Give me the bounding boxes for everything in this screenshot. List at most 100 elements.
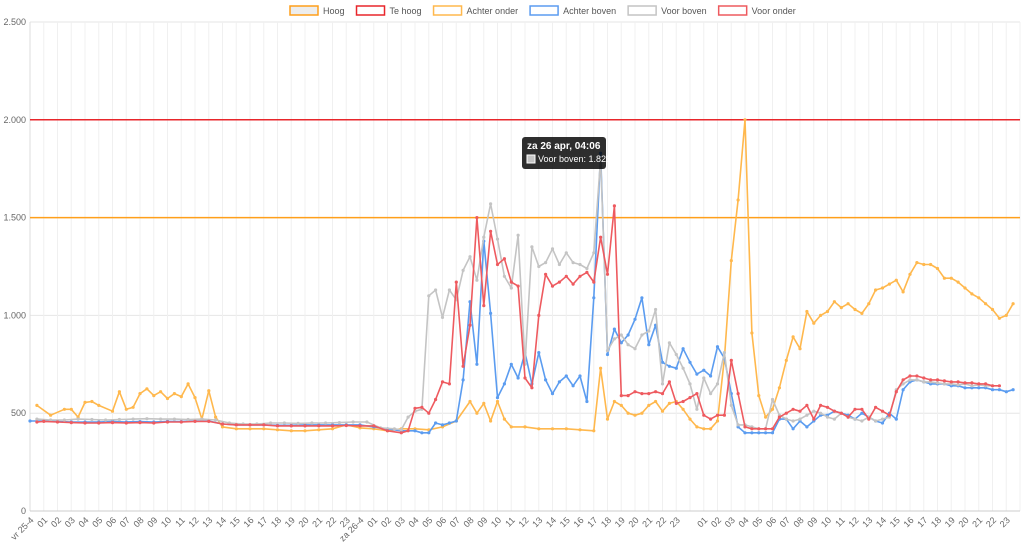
data-point-achter-onder[interactable] bbox=[990, 307, 995, 312]
data-point-voor-onder[interactable] bbox=[757, 427, 761, 431]
data-point-achter-boven[interactable] bbox=[475, 362, 479, 366]
data-point-achter-onder[interactable] bbox=[550, 427, 555, 431]
data-point-voor-onder[interactable] bbox=[922, 376, 926, 380]
data-point-achter-onder[interactable] bbox=[887, 282, 892, 286]
data-point-achter-onder[interactable] bbox=[633, 413, 637, 417]
data-point-achter-onder[interactable] bbox=[523, 425, 527, 429]
data-point-voor-onder[interactable] bbox=[399, 431, 403, 435]
data-point-voor-onder[interactable] bbox=[427, 411, 431, 415]
data-point-achter-boven[interactable] bbox=[963, 386, 967, 390]
data-point-achter-onder[interactable] bbox=[186, 382, 190, 386]
data-point-voor-boven[interactable] bbox=[791, 419, 795, 423]
data-point-achter-boven[interactable] bbox=[715, 345, 720, 349]
data-point-achter-onder[interactable] bbox=[805, 309, 809, 314]
data-point-voor-onder[interactable] bbox=[709, 417, 713, 421]
data-point-voor-boven[interactable] bbox=[819, 411, 823, 415]
data-point-achter-onder[interactable] bbox=[207, 389, 211, 393]
data-point-achter-boven[interactable] bbox=[743, 431, 747, 435]
data-point-achter-boven[interactable] bbox=[681, 347, 685, 351]
data-point-achter-onder[interactable] bbox=[660, 409, 665, 413]
data-point-voor-boven[interactable] bbox=[365, 420, 369, 424]
data-point-voor-onder[interactable] bbox=[764, 427, 768, 431]
data-point-voor-boven[interactable] bbox=[214, 418, 218, 422]
data-point-voor-onder[interactable] bbox=[440, 380, 445, 384]
data-point-voor-onder[interactable] bbox=[55, 420, 60, 424]
data-point-achter-boven[interactable] bbox=[757, 431, 761, 435]
data-point-achter-onder[interactable] bbox=[152, 394, 156, 398]
data-point-achter-boven[interactable] bbox=[564, 374, 568, 378]
data-point-achter-boven[interactable] bbox=[640, 296, 644, 300]
data-point-voor-onder[interactable] bbox=[578, 274, 582, 278]
data-point-achter-boven[interactable] bbox=[427, 431, 431, 435]
data-point-voor-boven[interactable] bbox=[715, 382, 720, 386]
data-point-voor-boven[interactable] bbox=[860, 419, 864, 423]
data-point-achter-boven[interactable] bbox=[495, 396, 500, 400]
data-point-achter-onder[interactable] bbox=[688, 417, 692, 421]
data-point-voor-onder[interactable] bbox=[275, 424, 280, 428]
data-point-voor-boven[interactable] bbox=[880, 417, 885, 421]
data-point-voor-onder[interactable] bbox=[915, 374, 919, 378]
data-point-achter-onder[interactable] bbox=[605, 417, 610, 421]
data-point-voor-boven[interactable] bbox=[729, 403, 733, 407]
data-point-achter-boven[interactable] bbox=[977, 386, 981, 390]
data-point-achter-onder[interactable] bbox=[1004, 313, 1008, 317]
data-point-achter-boven[interactable] bbox=[901, 388, 905, 392]
data-point-achter-onder[interactable] bbox=[1011, 302, 1015, 306]
data-point-voor-onder[interactable] bbox=[715, 413, 720, 417]
data-point-voor-boven[interactable] bbox=[942, 382, 947, 386]
data-point-achter-boven[interactable] bbox=[647, 343, 651, 347]
data-point-voor-boven[interactable] bbox=[200, 417, 204, 421]
data-point-achter-onder[interactable] bbox=[743, 118, 747, 122]
data-point-voor-onder[interactable] bbox=[874, 405, 878, 409]
data-point-voor-onder[interactable] bbox=[626, 394, 630, 398]
data-point-achter-boven[interactable] bbox=[537, 351, 541, 355]
data-point-achter-onder[interactable] bbox=[330, 427, 335, 431]
data-point-voor-onder[interactable] bbox=[97, 421, 101, 425]
data-point-achter-boven[interactable] bbox=[461, 378, 465, 382]
data-point-voor-onder[interactable] bbox=[110, 421, 115, 425]
data-point-voor-boven[interactable] bbox=[351, 420, 355, 424]
data-point-voor-boven[interactable] bbox=[509, 286, 513, 290]
data-point-achter-onder[interactable] bbox=[49, 413, 53, 417]
data-point-voor-boven[interactable] bbox=[468, 255, 472, 259]
data-point-achter-onder[interactable] bbox=[317, 428, 321, 432]
data-point-voor-onder[interactable] bbox=[681, 399, 685, 404]
data-point-voor-onder[interactable] bbox=[770, 427, 775, 431]
data-point-voor-onder[interactable] bbox=[83, 421, 87, 425]
data-point-voor-boven[interactable] bbox=[62, 418, 66, 422]
data-point-achter-onder[interactable] bbox=[262, 427, 266, 431]
data-point-achter-onder[interactable] bbox=[495, 399, 500, 404]
data-point-achter-onder[interactable] bbox=[83, 400, 87, 404]
data-point-voor-onder[interactable] bbox=[207, 419, 211, 423]
data-point-voor-boven[interactable] bbox=[544, 261, 548, 265]
data-point-achter-boven[interactable] bbox=[28, 419, 32, 423]
data-point-achter-onder[interactable] bbox=[784, 358, 788, 362]
data-point-voor-boven[interactable] bbox=[427, 294, 431, 298]
data-point-voor-onder[interactable] bbox=[461, 364, 465, 368]
data-point-voor-onder[interactable] bbox=[420, 405, 424, 409]
data-point-voor-boven[interactable] bbox=[489, 202, 493, 206]
data-point-achter-onder[interactable] bbox=[922, 262, 926, 267]
data-point-voor-boven[interactable] bbox=[172, 417, 176, 421]
data-point-achter-onder[interactable] bbox=[35, 403, 39, 407]
data-point-voor-onder[interactable] bbox=[619, 394, 623, 398]
data-point-achter-boven[interactable] bbox=[454, 419, 458, 423]
data-point-achter-boven[interactable] bbox=[880, 421, 885, 425]
data-point-achter-onder[interactable] bbox=[874, 288, 878, 292]
data-point-voor-boven[interactable] bbox=[688, 382, 692, 386]
data-point-achter-onder[interactable] bbox=[757, 394, 761, 398]
data-point-achter-boven[interactable] bbox=[990, 388, 995, 392]
data-point-voor-onder[interactable] bbox=[564, 274, 568, 278]
data-point-achter-onder[interactable] bbox=[977, 296, 981, 300]
data-point-achter-onder[interactable] bbox=[963, 286, 967, 290]
data-point-voor-boven[interactable] bbox=[798, 417, 802, 421]
data-point-voor-onder[interactable] bbox=[901, 378, 905, 382]
data-point-voor-onder[interactable] bbox=[289, 424, 293, 428]
data-point-voor-boven[interactable] bbox=[702, 376, 706, 380]
data-point-voor-onder[interactable] bbox=[798, 409, 802, 413]
data-point-achter-onder[interactable] bbox=[482, 401, 486, 405]
data-point-voor-boven[interactable] bbox=[970, 384, 974, 388]
data-point-voor-onder[interactable] bbox=[633, 390, 637, 394]
data-point-achter-boven[interactable] bbox=[612, 327, 617, 331]
data-point-achter-boven[interactable] bbox=[1004, 390, 1008, 394]
